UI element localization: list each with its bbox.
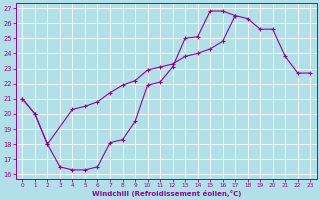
X-axis label: Windchill (Refroidissement éolien,°C): Windchill (Refroidissement éolien,°C) <box>92 190 241 197</box>
